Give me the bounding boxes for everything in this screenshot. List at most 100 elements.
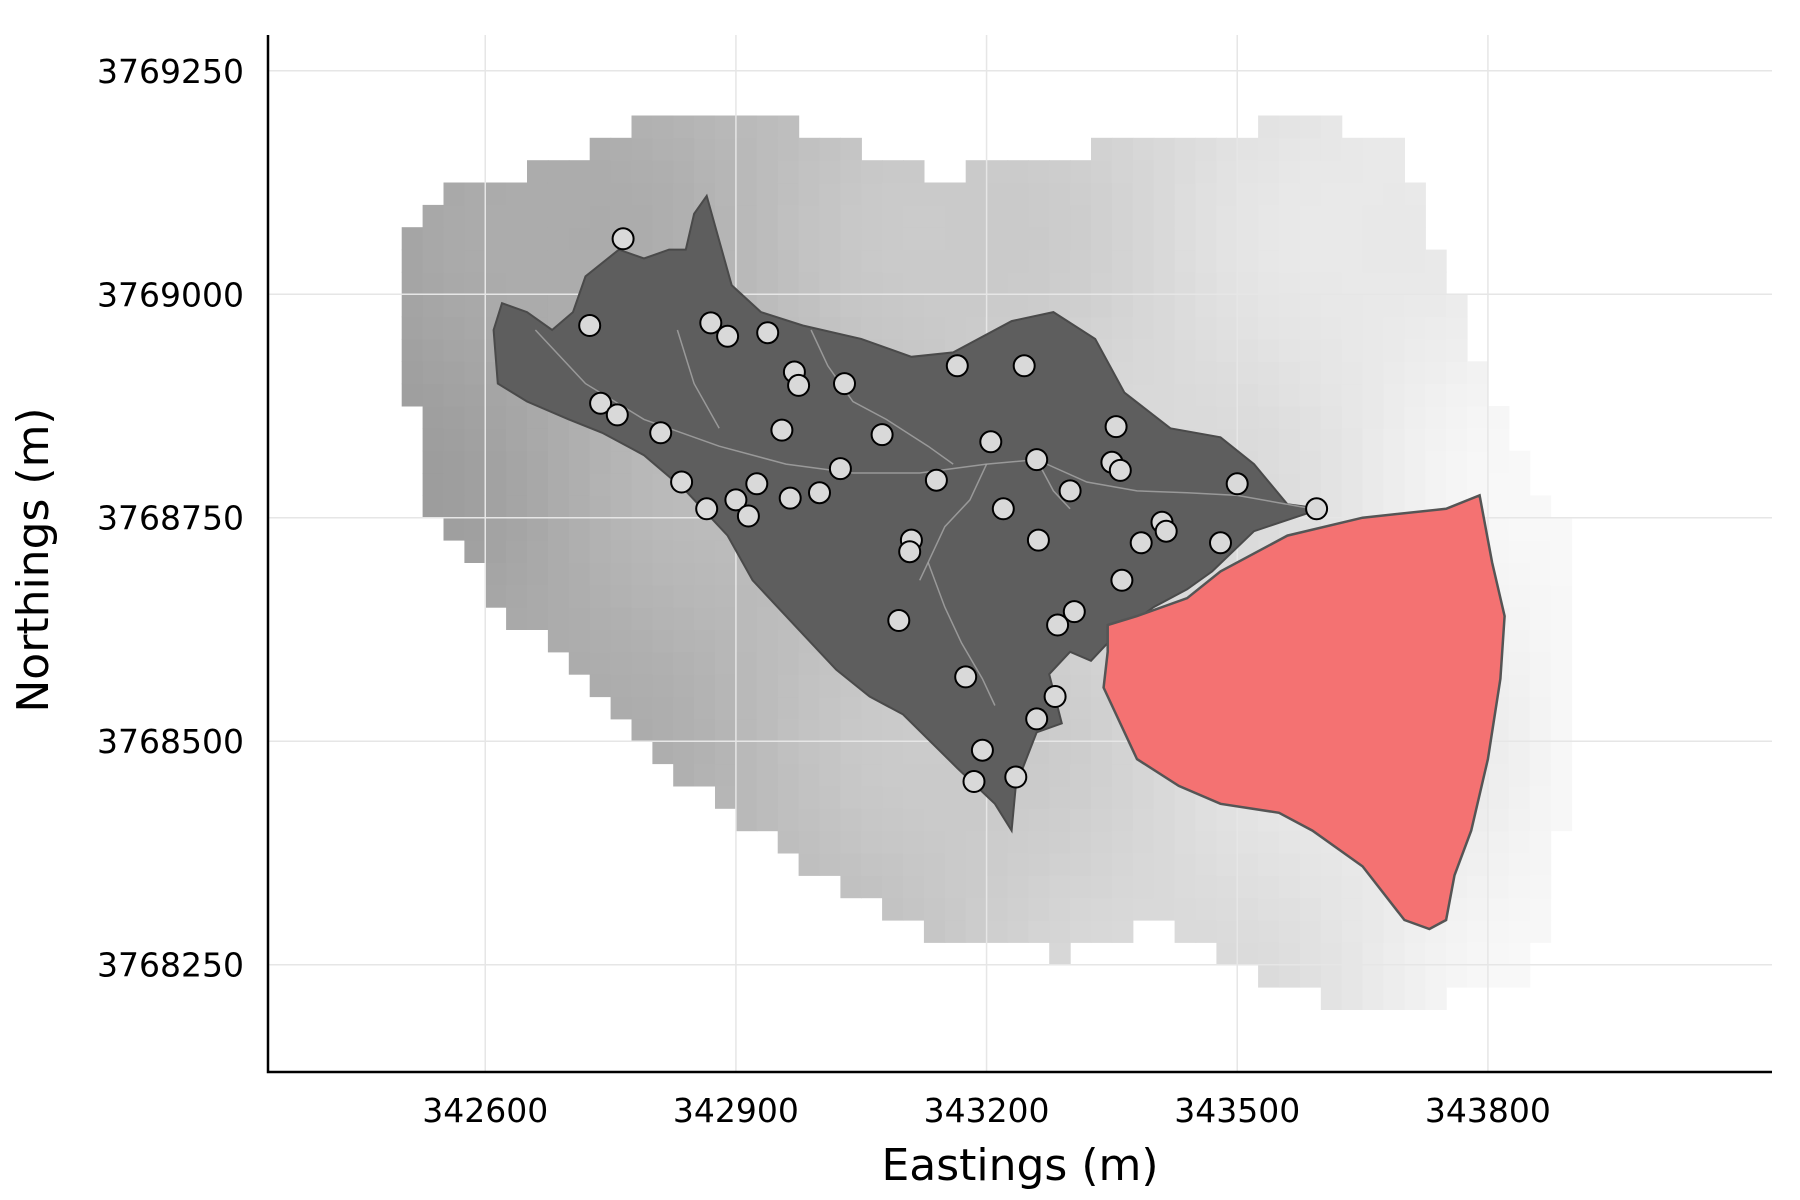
highlight-zone <box>1102 493 1506 931</box>
raster-cell <box>1279 473 1301 496</box>
raster-cell <box>1550 674 1573 698</box>
raster-cell <box>861 316 883 340</box>
raster-cell <box>1279 137 1301 161</box>
y-tick-label: 3769000 <box>97 275 244 314</box>
raster-cell <box>798 808 821 832</box>
raster-cell <box>1216 316 1238 340</box>
raster-cell <box>1216 271 1238 295</box>
raster-cell <box>1320 920 1343 943</box>
raster-cell <box>1508 808 1531 832</box>
raster-cell <box>1487 897 1510 921</box>
raster-cell <box>1299 361 1322 385</box>
raster-cell <box>944 271 967 295</box>
raster-cell <box>1111 204 1134 228</box>
raster-cell <box>1362 428 1385 452</box>
raster-cell <box>735 763 758 787</box>
raster-cell <box>735 204 758 228</box>
raster-cell <box>568 495 591 519</box>
x-tick-label: 342600 <box>422 1091 548 1130</box>
raster-cell <box>1529 696 1552 720</box>
raster-cell <box>944 182 967 206</box>
raster-cell <box>819 294 841 318</box>
raster-cell <box>1091 785 1113 809</box>
raster-cell <box>1132 830 1155 854</box>
raster-cell <box>840 763 862 787</box>
raster-cell <box>1320 249 1343 273</box>
raster-cell <box>1550 718 1573 742</box>
raster-cell <box>631 182 653 206</box>
raster-cell <box>568 562 591 586</box>
raster-cell <box>840 741 862 765</box>
raster-cell <box>798 249 821 273</box>
raster-cell <box>903 294 925 318</box>
raster-cell <box>756 696 779 720</box>
raster-cell <box>506 607 528 630</box>
raster-cell <box>1279 115 1301 139</box>
raster-cell <box>798 294 821 318</box>
raster-cell <box>652 227 674 251</box>
raster-cell <box>861 696 883 720</box>
raster-cell <box>485 450 507 474</box>
raster-cell <box>610 182 633 206</box>
data-point <box>1058 479 1082 503</box>
raster-cell <box>1111 808 1134 832</box>
raster-cell <box>798 271 821 295</box>
raster-cell <box>861 271 883 295</box>
raster-cell <box>715 182 737 206</box>
raster-cell <box>1279 227 1301 251</box>
raster-cell <box>1111 249 1134 273</box>
raster-cell <box>840 830 862 854</box>
raster-cell <box>1341 920 1364 943</box>
raster-cell <box>1425 383 1447 407</box>
raster-cell <box>1279 450 1301 474</box>
raster-cell <box>589 473 612 496</box>
raster-cell <box>589 607 612 630</box>
raster-cell <box>1070 271 1092 295</box>
raster-cell <box>1404 361 1426 385</box>
raster-cell <box>1320 406 1343 429</box>
raster-cell <box>1383 182 1405 206</box>
raster-cell <box>1508 674 1531 698</box>
raster-cell <box>1174 875 1197 899</box>
raster-cell <box>568 249 591 273</box>
data-point <box>649 421 673 445</box>
data-point <box>724 488 748 512</box>
raster-cell <box>422 383 445 407</box>
raster-cell <box>1425 450 1447 474</box>
raster-cell <box>1216 338 1238 362</box>
raster-cell <box>1320 316 1343 340</box>
raster-cell <box>1467 875 1489 899</box>
raster-cell <box>1237 316 1259 340</box>
raster-cell <box>631 629 653 653</box>
raster-cell <box>631 562 653 586</box>
raster-cell <box>1132 249 1155 273</box>
raster-cell <box>1237 428 1259 452</box>
raster-cell <box>923 853 946 876</box>
raster-cell <box>1467 897 1489 921</box>
raster-cell <box>547 271 570 295</box>
raster-cell <box>1258 227 1280 251</box>
raster-cell <box>610 137 633 161</box>
raster-cell <box>631 718 653 742</box>
raster-cell <box>1237 920 1259 943</box>
raster-cell <box>1153 361 1176 385</box>
raster-cell <box>715 674 737 698</box>
raster-cell <box>1341 897 1364 921</box>
raster-cell <box>1216 204 1238 228</box>
raster-cell <box>464 495 486 519</box>
raster-cell <box>1279 830 1301 854</box>
raster-cell <box>965 160 988 184</box>
raster-cell <box>547 473 570 496</box>
raster-cell <box>840 316 862 340</box>
raster-cell <box>715 584 737 608</box>
raster-cell <box>715 160 737 184</box>
y-tick-label: 3768750 <box>97 499 244 538</box>
raster-cell <box>777 160 800 184</box>
raster-cell <box>1508 473 1531 496</box>
raster-cell <box>1279 160 1301 184</box>
data-point <box>1012 354 1036 378</box>
raster-cell <box>422 361 445 385</box>
raster-cell <box>923 204 946 228</box>
raster-cell <box>631 674 653 698</box>
raster-cell <box>568 227 591 251</box>
